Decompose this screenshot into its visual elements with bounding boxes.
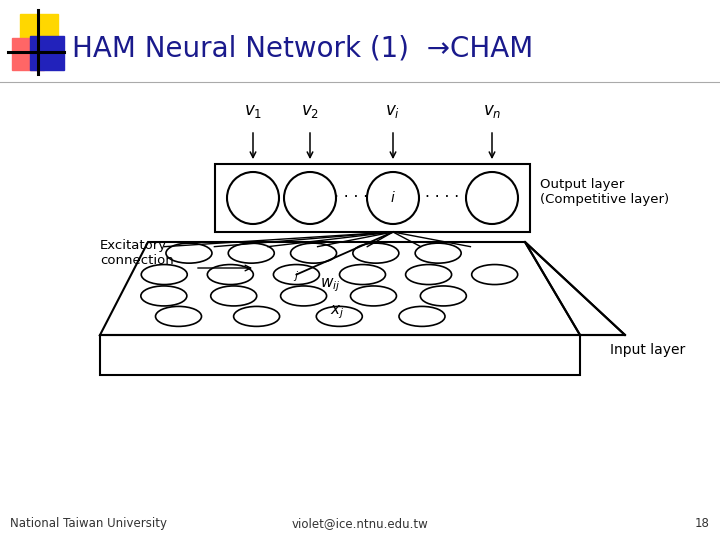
Ellipse shape	[399, 306, 445, 326]
Circle shape	[466, 172, 518, 224]
Bar	[30, 36, 64, 70]
Ellipse shape	[156, 306, 202, 326]
Ellipse shape	[316, 306, 362, 326]
Circle shape	[284, 172, 336, 224]
Ellipse shape	[141, 265, 187, 285]
Text: 18: 18	[695, 517, 710, 530]
Ellipse shape	[351, 286, 397, 306]
Bar	[12, 38, 44, 70]
Ellipse shape	[141, 286, 186, 306]
Text: · · · ·: · · · ·	[426, 191, 459, 206]
Ellipse shape	[420, 286, 467, 306]
Text: $v_1$: $v_1$	[244, 102, 262, 120]
Text: National Taiwan University: National Taiwan University	[10, 517, 167, 530]
Ellipse shape	[281, 286, 327, 306]
Bar	[215, 164, 530, 232]
Text: $j$: $j$	[293, 268, 300, 282]
Text: $v_i$: $v_i$	[385, 102, 400, 120]
Text: · · · ·: · · · ·	[334, 191, 369, 206]
Circle shape	[367, 172, 419, 224]
Text: $x_j$: $x_j$	[330, 303, 344, 321]
Text: Output layer
(Competitive layer): Output layer (Competitive layer)	[540, 178, 669, 206]
Ellipse shape	[166, 243, 212, 263]
Text: violet@ice.ntnu.edu.tw: violet@ice.ntnu.edu.tw	[292, 517, 428, 530]
Ellipse shape	[415, 243, 461, 263]
Ellipse shape	[228, 243, 274, 263]
Text: Input layer: Input layer	[610, 343, 685, 357]
Ellipse shape	[340, 265, 385, 285]
Ellipse shape	[353, 243, 399, 263]
Circle shape	[227, 172, 279, 224]
Ellipse shape	[233, 306, 279, 326]
Text: $v_n$: $v_n$	[483, 102, 501, 120]
Ellipse shape	[211, 286, 257, 306]
Text: HAM Neural Network (1)  →CHAM: HAM Neural Network (1) →CHAM	[72, 34, 534, 62]
Ellipse shape	[472, 265, 518, 285]
Ellipse shape	[207, 265, 253, 285]
Text: Excitatory
connection: Excitatory connection	[100, 239, 174, 267]
Ellipse shape	[405, 265, 451, 285]
Text: $i$: $i$	[390, 191, 396, 206]
Ellipse shape	[274, 265, 320, 285]
Bar	[20, 14, 58, 52]
Text: $w_{ij}$: $w_{ij}$	[320, 276, 341, 294]
Ellipse shape	[291, 243, 336, 263]
Text: $v_2$: $v_2$	[301, 102, 319, 120]
